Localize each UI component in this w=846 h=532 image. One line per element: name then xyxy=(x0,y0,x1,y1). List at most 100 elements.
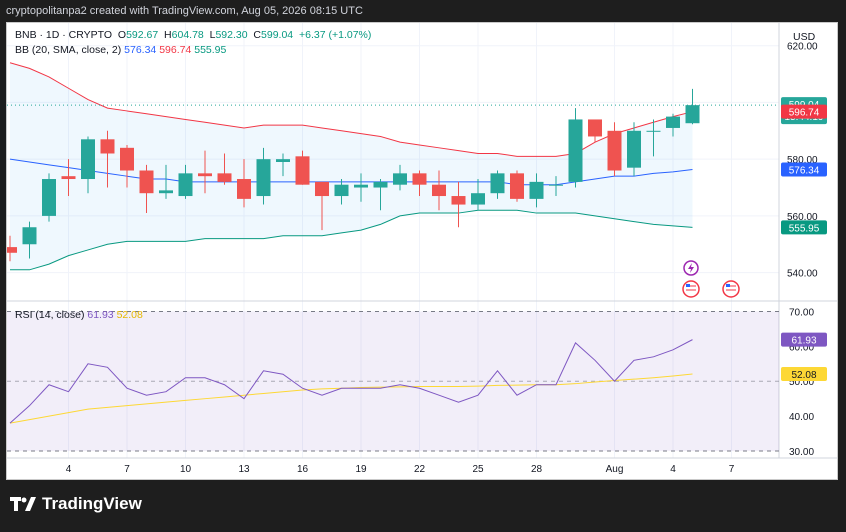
candle-body xyxy=(607,130,622,171)
rsi-legend: RSI (14, close) 61.93 52.08 xyxy=(15,309,143,321)
candle xyxy=(373,179,388,211)
bb-basis-tag: 576.34 xyxy=(789,166,820,177)
candle-body xyxy=(198,173,212,177)
candle xyxy=(685,88,700,125)
time-tick-label: 19 xyxy=(355,464,367,475)
candle-body xyxy=(120,147,134,171)
candle-body xyxy=(510,173,524,199)
rsi-ma-tag-bg xyxy=(781,366,827,381)
candle-body xyxy=(295,156,310,185)
candle xyxy=(412,170,427,197)
bb-basis-value: 576.34 xyxy=(124,44,157,56)
high-label: H xyxy=(164,29,172,41)
candle xyxy=(276,153,290,177)
candle-body xyxy=(529,181,544,199)
candle-body xyxy=(61,176,76,180)
time-tick-label: 10 xyxy=(180,464,192,475)
candle-body xyxy=(354,184,368,188)
price-tick-label: 580.00 xyxy=(787,155,818,166)
rsi-tick-label: 60.00 xyxy=(789,342,814,353)
candle-body xyxy=(568,119,583,182)
tradingview-logo-icon xyxy=(10,497,36,511)
candle-body xyxy=(646,130,661,132)
candle xyxy=(549,176,563,197)
candle xyxy=(451,181,466,228)
candle xyxy=(490,170,505,199)
candle-body xyxy=(451,196,466,205)
candle-body xyxy=(432,184,446,197)
candle xyxy=(178,164,193,199)
chart-canvas[interactable]: 620.00600.00580.00560.00540.0070.0060.00… xyxy=(7,23,838,480)
candle xyxy=(7,235,17,262)
bb-upper-tag-bg xyxy=(781,104,827,119)
candle xyxy=(529,173,544,208)
bb-upper-value: 596.74 xyxy=(159,44,192,56)
candle xyxy=(295,150,310,185)
time-tick-label: 4 xyxy=(670,464,676,475)
candle xyxy=(510,170,524,202)
bb-legend: BB (20, SMA, close, 2) 576.34 596.74 555… xyxy=(15,44,226,56)
event-flag-icon xyxy=(722,280,740,298)
event-flag-canton xyxy=(686,284,690,287)
close-label: C xyxy=(253,29,262,41)
currency-label[interactable]: USD xyxy=(793,31,816,43)
bb-band-fill xyxy=(10,62,693,270)
brand-name: TradingView xyxy=(42,494,142,513)
tradingview-logo[interactable]: TradingView xyxy=(10,494,142,514)
candle-body xyxy=(217,173,232,182)
bb-lower-line xyxy=(10,209,693,271)
candle-body xyxy=(471,193,485,205)
candle xyxy=(81,136,95,194)
candle xyxy=(315,181,329,231)
candle-body xyxy=(666,116,680,128)
candle-body xyxy=(178,173,193,197)
candle xyxy=(217,153,232,185)
candle xyxy=(646,119,661,157)
rsi-tick-label: 40.00 xyxy=(789,412,814,423)
bb-label: BB (20, SMA, close, 2) xyxy=(15,44,122,56)
open-label: O xyxy=(117,29,127,41)
candle-body xyxy=(490,173,505,194)
candle xyxy=(568,108,583,188)
candle xyxy=(607,122,622,177)
price-tick-label: 620.00 xyxy=(787,42,818,53)
time-tick-label: 13 xyxy=(238,464,250,475)
bb-basis-tag-bg xyxy=(781,162,827,177)
rsi-tick-label: 30.00 xyxy=(789,447,814,458)
rsi-ma-value: 52.08 xyxy=(116,309,143,321)
candle xyxy=(393,164,407,191)
symbol-name: BNB · 1D · CRYPTO xyxy=(15,29,113,41)
time-tick-label: 7 xyxy=(729,464,735,475)
price-tick-label: 560.00 xyxy=(787,212,818,223)
high-value: 604.78 xyxy=(171,29,204,41)
candle-body xyxy=(100,139,115,154)
candle xyxy=(237,159,251,208)
chart-frame: 620.00600.00580.00560.00540.0070.0060.00… xyxy=(6,22,838,480)
candle-body xyxy=(412,173,427,185)
candle-body xyxy=(334,184,349,197)
bb-upper-tag: 596.74 xyxy=(789,108,820,119)
event-lightning-bolt xyxy=(688,263,694,273)
candle-body xyxy=(256,159,271,197)
bb-lower-tag: 555.95 xyxy=(789,223,820,234)
time-tick-label: 25 xyxy=(472,464,484,475)
candle xyxy=(42,173,56,222)
candle xyxy=(666,113,680,137)
event-lightning-icon xyxy=(683,260,699,276)
candle xyxy=(588,119,602,143)
candle-body xyxy=(685,105,700,124)
symbol-legend: BNB · 1D · CRYPTO O592.67 H604.78 L592.3… xyxy=(15,29,371,41)
rsi-value: 61.93 xyxy=(87,309,114,321)
rsi-tag: 61.93 xyxy=(791,336,816,347)
candle xyxy=(334,179,349,205)
candle xyxy=(354,173,368,202)
low-value: 592.30 xyxy=(215,29,248,41)
candle xyxy=(471,179,485,211)
candle-body xyxy=(42,179,56,216)
time-tick-label: 16 xyxy=(297,464,309,475)
event-flag-canton xyxy=(726,284,730,287)
candle-body xyxy=(627,130,641,168)
candle-body xyxy=(237,179,251,199)
rsi-label: RSI (14, close) xyxy=(15,309,85,321)
candle-body xyxy=(393,173,407,185)
